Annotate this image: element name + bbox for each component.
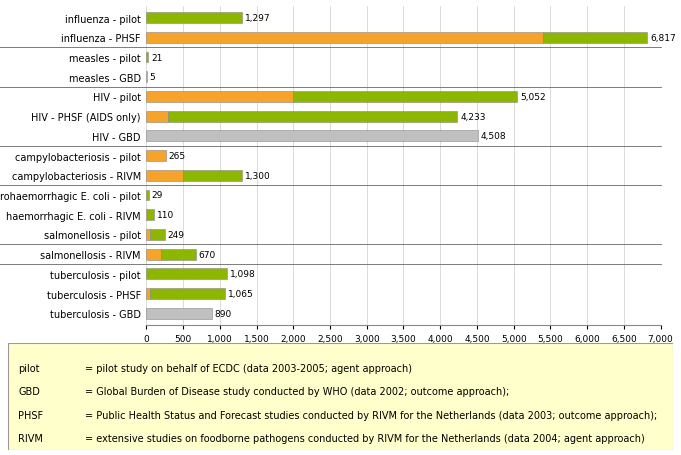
- Text: = pilot study on behalf of ECDC (data 2003-2005; agent approach): = pilot study on behalf of ECDC (data 20…: [84, 363, 411, 373]
- Text: 29: 29: [151, 191, 163, 200]
- Text: 4,508: 4,508: [481, 132, 506, 141]
- Bar: [183, 171, 242, 181]
- Text: 110: 110: [157, 211, 175, 220]
- Bar: [146, 308, 212, 319]
- Bar: [146, 288, 150, 299]
- Bar: [146, 151, 166, 162]
- Text: 5,052: 5,052: [520, 93, 546, 102]
- Text: 21: 21: [151, 53, 162, 62]
- Text: = extensive studies on foodborne pathogens conducted by RIVM for the Netherlands: = extensive studies on foodborne pathoge…: [84, 433, 644, 443]
- Bar: [146, 190, 148, 201]
- Text: 265: 265: [169, 152, 186, 161]
- Bar: [146, 131, 477, 142]
- Text: 890: 890: [215, 309, 232, 318]
- Bar: [146, 13, 242, 24]
- Bar: [146, 111, 168, 122]
- X-axis label: Disease burden (DALYs per year): Disease burden (DALYs per year): [301, 349, 506, 359]
- Text: pilot: pilot: [18, 363, 39, 373]
- Text: 5: 5: [150, 73, 155, 82]
- Bar: [146, 249, 161, 260]
- Text: GBD: GBD: [18, 386, 40, 396]
- Legend: YLD, YLL, YLD+YLL: YLD, YLL, YLD+YLL: [275, 356, 449, 373]
- Text: 4,233: 4,233: [460, 112, 486, 121]
- Bar: [147, 210, 155, 221]
- Bar: [146, 33, 543, 44]
- Bar: [146, 171, 183, 181]
- Text: 6,817: 6,817: [650, 34, 676, 43]
- Text: RIVM: RIVM: [18, 433, 43, 443]
- Text: = Public Health Status and Forecast studies conducted by RIVM for the Netherland: = Public Health Status and Forecast stud…: [84, 410, 657, 420]
- Text: 1,300: 1,300: [245, 172, 270, 180]
- Text: 1,297: 1,297: [244, 14, 270, 23]
- Bar: [150, 288, 225, 299]
- Bar: [146, 269, 227, 280]
- Text: 249: 249: [168, 230, 185, 239]
- Text: 1,098: 1,098: [230, 270, 256, 279]
- Bar: [146, 52, 148, 63]
- Bar: [146, 229, 150, 240]
- Bar: [543, 33, 647, 44]
- Bar: [150, 229, 165, 240]
- Text: 1,065: 1,065: [227, 289, 253, 298]
- Text: PHSF: PHSF: [18, 410, 44, 420]
- Bar: [146, 92, 294, 103]
- Bar: [161, 249, 195, 260]
- Bar: [168, 111, 458, 122]
- FancyBboxPatch shape: [8, 344, 673, 450]
- Text: = Global Burden of Disease study conducted by WHO (data 2002; outcome approach);: = Global Burden of Disease study conduct…: [84, 386, 509, 396]
- Text: 670: 670: [199, 250, 216, 259]
- Bar: [146, 210, 147, 221]
- Bar: [294, 92, 518, 103]
